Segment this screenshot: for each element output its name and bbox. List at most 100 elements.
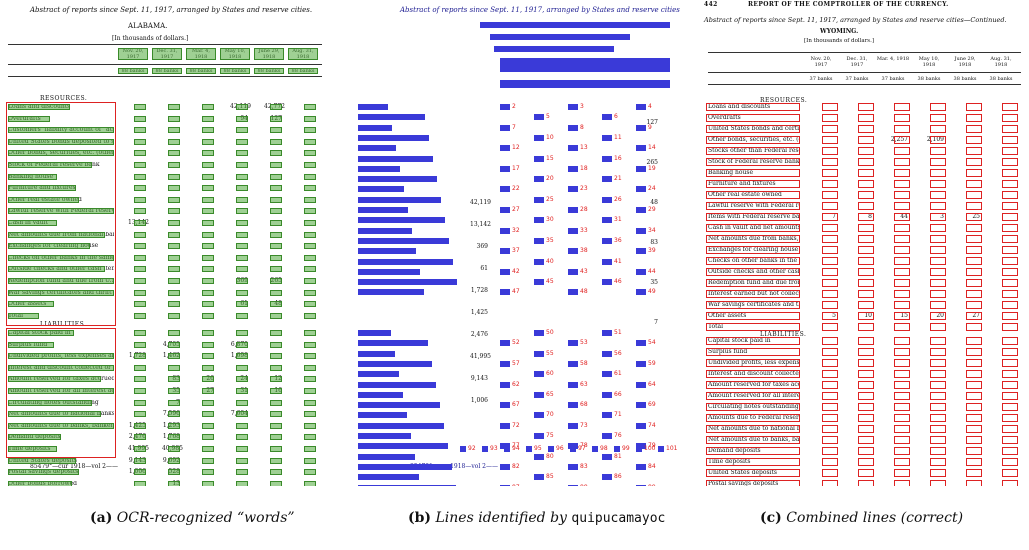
detected-line-bar [358,360,432,367]
combined-line-box [930,480,946,486]
printed-value: 35 [650,279,658,286]
line-id-label: 86 [614,473,622,481]
ocr-word-box [202,254,214,261]
detected-line-bar [568,381,578,388]
ocr-word-box [8,150,114,157]
detected-line-bar [358,186,404,193]
cell-value: 10 [864,312,872,319]
combined-line-box [706,147,800,155]
line-id-label: 36 [614,236,622,244]
detected-line-bar [358,217,445,224]
combined-line-box [894,370,910,378]
line-id-label: 96 [556,445,564,452]
line-id-label: 93 [490,445,498,452]
printed-value: 7 [654,319,658,326]
ocr-word-box [8,376,101,383]
scanned-page-a: Abstract of reports since Sept. 11, 1917… [0,0,330,486]
ocr-word-box [202,353,214,360]
combined-line-box [930,403,946,411]
ocr-word-box [168,220,180,226]
combined-line-box [706,337,800,345]
combined-line-box [822,381,838,389]
detected-line-bar [636,104,646,110]
detected-line-bar [358,114,425,121]
detected-line-bar [636,207,646,213]
units-note: [In thousands of dollars.] [804,38,875,44]
ocr-word-box [202,411,214,418]
ocr-word-box [134,278,146,284]
ocr-word-box [270,434,282,441]
line-id-label: 40 [546,257,554,265]
ocr-word-box [236,231,248,238]
state-heading: WYOMING. [820,28,859,35]
combined-line-box [1002,268,1018,276]
ocr-word-box [236,150,248,157]
ocr-word-box [168,243,180,250]
ocr-word-box [236,208,248,215]
detected-line-bar [482,446,488,452]
combined-line-box [966,348,982,356]
ocr-word-box [236,301,248,308]
combined-line-box [858,257,874,265]
detected-line-bar [358,258,453,265]
detected-line-bar [592,446,598,452]
combined-line-box [858,337,874,345]
line-id-label: 10 [546,133,554,141]
combined-line-box [1002,425,1018,433]
detected-line-bar [568,248,578,255]
printed-value: 42,119 [470,199,491,206]
detected-line-bar [534,237,544,244]
combined-line-box [706,301,800,309]
ocr-word-box [134,266,146,273]
combined-line-box [966,235,982,243]
combined-line-box [822,392,838,400]
combined-line-box [894,235,910,243]
cell-value: 20 [936,312,944,319]
line-id-label: 26 [614,195,622,203]
combined-line-box [966,370,982,378]
line-id-label: 56 [614,349,622,357]
combined-line-box [930,312,946,320]
combined-line-box [706,125,800,133]
detected-line-bar [636,402,646,409]
detected-line-bar [500,207,510,213]
combined-line-box [706,436,800,444]
detected-line-bar [358,237,449,244]
combined-line-box [966,224,982,232]
line-id-label: 55 [546,349,554,357]
line-id-label: 12 [512,144,520,152]
combined-line-box [1002,469,1018,477]
row-label: United States bonds and certificates of … [708,126,800,132]
line-id-label: 64 [648,380,656,388]
combined-line-box [1002,323,1018,331]
line-id-label: 30 [546,216,554,224]
row-label: Amount reserved for taxes accrued [708,382,800,388]
combined-line-box [1002,147,1018,155]
line-id-label: 41 [614,257,622,265]
ocr-word-box [202,196,214,203]
ocr-word-box [304,138,316,145]
ocr-word-box [134,162,146,168]
detected-line-bar [568,340,578,347]
ocr-word-box [168,422,180,429]
ocr-word-box [8,220,57,226]
row-label: Other assets [708,313,747,319]
line-region-box [6,328,116,458]
ocr-word-box [236,353,248,360]
row-label: Loans and discounts [708,104,771,110]
ocr-word-box [202,115,214,122]
detected-line-bar [358,248,416,255]
caption-text: Combined lines (correct) [786,510,964,526]
line-id-label: 94 [512,445,520,452]
line-id-label: 66 [614,390,622,398]
combined-line-box [930,158,946,166]
combined-line-box [706,103,800,111]
ocr-word-box [236,341,248,348]
ocr-word-box [134,289,146,296]
line-id-label: 8 [580,123,584,131]
combined-line-box [1002,125,1018,133]
panel-c-combined-lines: 442 REPORT OF THE COMPTROLLER OF THE CUR… [700,0,1029,486]
combined-line-box [930,469,946,477]
combined-line-box [894,403,910,411]
ocr-word-box [8,231,105,238]
